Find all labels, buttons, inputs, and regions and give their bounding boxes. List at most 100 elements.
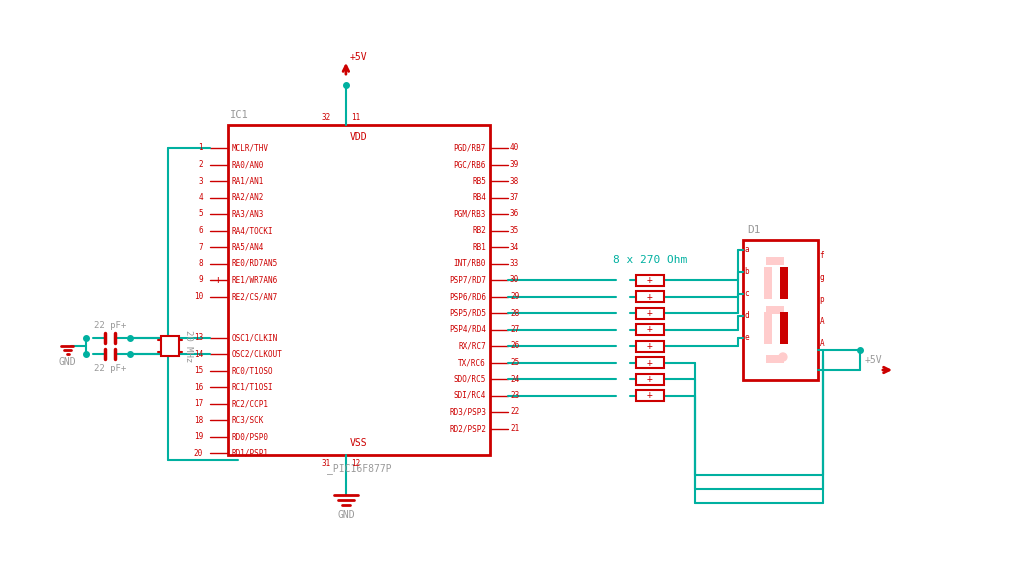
Text: 11: 11: [351, 113, 360, 122]
Bar: [228, 125, 490, 455]
Text: RC3/SCK: RC3/SCK: [232, 416, 264, 425]
Text: _PIC16F877P: _PIC16F877P: [327, 464, 391, 475]
Text: OSC2/CLKOUT: OSC2/CLKOUT: [232, 350, 283, 359]
Bar: [766, 257, 784, 265]
Text: 2: 2: [199, 160, 203, 169]
Text: +: +: [647, 308, 653, 318]
Text: PSP6/RD6: PSP6/RD6: [449, 292, 486, 301]
Text: 22: 22: [510, 408, 519, 417]
Text: 22 pF+: 22 pF+: [94, 321, 126, 330]
Bar: [636, 291, 664, 302]
Text: PSP4/RD4: PSP4/RD4: [449, 325, 486, 334]
Text: RX/RC7: RX/RC7: [459, 342, 486, 351]
Text: 20 MHz: 20 MHz: [184, 330, 193, 362]
Text: RA4/TOCKI: RA4/TOCKI: [232, 226, 273, 235]
Text: 10: 10: [194, 292, 203, 301]
Text: RD1/PSP1: RD1/PSP1: [232, 449, 269, 457]
Text: +: +: [647, 324, 653, 335]
Bar: [636, 340, 664, 351]
Text: 27: 27: [510, 325, 519, 334]
Bar: [161, 336, 179, 356]
Text: RB5: RB5: [472, 176, 486, 185]
Text: GND: GND: [337, 510, 354, 520]
Text: e: e: [744, 333, 750, 343]
Text: 30: 30: [510, 276, 519, 285]
Text: 21: 21: [510, 424, 519, 433]
Text: 20: 20: [194, 449, 203, 457]
Text: d: d: [744, 312, 750, 320]
Text: MCLR/THV: MCLR/THV: [232, 144, 269, 153]
Text: RE0/RD7AN5: RE0/RD7AN5: [232, 259, 279, 268]
Text: RA2/AN2: RA2/AN2: [232, 193, 264, 202]
Text: 3: 3: [199, 176, 203, 185]
Text: RE1/WR7AN6: RE1/WR7AN6: [232, 276, 279, 285]
Text: 39: 39: [510, 160, 519, 169]
Text: 29: 29: [510, 292, 519, 301]
Text: f: f: [819, 250, 824, 259]
Text: IC1: IC1: [230, 110, 249, 120]
Text: RC0/T1OSO: RC0/T1OSO: [232, 366, 273, 375]
Text: 5: 5: [199, 210, 203, 219]
Bar: [742, 240, 817, 380]
Text: 26: 26: [510, 342, 519, 351]
Bar: [636, 274, 664, 285]
Text: 36: 36: [510, 210, 519, 219]
Bar: [780, 312, 787, 344]
Text: g: g: [819, 273, 824, 281]
Text: RB4: RB4: [472, 193, 486, 202]
Text: RD3/PSP3: RD3/PSP3: [449, 408, 486, 417]
Text: b: b: [744, 267, 750, 277]
Text: 18: 18: [194, 416, 203, 425]
Text: PGD/RB7: PGD/RB7: [454, 144, 486, 153]
Text: p: p: [819, 294, 824, 304]
Text: RC2/CCP1: RC2/CCP1: [232, 400, 269, 408]
Text: 14: 14: [194, 350, 203, 359]
Text: 9: 9: [199, 276, 203, 285]
Bar: [636, 324, 664, 335]
Bar: [764, 312, 772, 344]
Text: PSP7/RD7: PSP7/RD7: [449, 276, 486, 285]
Text: 13: 13: [194, 333, 203, 342]
Bar: [766, 306, 784, 314]
Text: 17: 17: [194, 400, 203, 408]
Text: 38: 38: [510, 176, 519, 185]
Bar: [636, 390, 664, 401]
Text: a: a: [744, 246, 750, 254]
Text: +: +: [647, 390, 653, 401]
Bar: [780, 267, 787, 299]
Bar: [636, 357, 664, 368]
Text: 22 pF+: 22 pF+: [94, 364, 126, 373]
Text: 1: 1: [199, 144, 203, 153]
Text: 15: 15: [194, 366, 203, 375]
Text: RA0/AN0: RA0/AN0: [232, 160, 264, 169]
Text: 7: 7: [199, 242, 203, 251]
Text: +: +: [215, 275, 221, 285]
Text: 23: 23: [510, 391, 519, 400]
Text: 25: 25: [510, 358, 519, 367]
Bar: [780, 312, 787, 344]
Text: 8 x 270 Ohm: 8 x 270 Ohm: [613, 255, 687, 265]
Bar: [636, 374, 664, 385]
Text: SDI/RC4: SDI/RC4: [454, 391, 486, 400]
Text: RD0/PSP0: RD0/PSP0: [232, 432, 269, 441]
Text: VSS: VSS: [350, 438, 368, 448]
Text: TX/RC6: TX/RC6: [459, 358, 486, 367]
Bar: [636, 308, 664, 319]
Bar: [766, 355, 784, 363]
Text: RB2: RB2: [472, 226, 486, 235]
Text: 33: 33: [510, 259, 519, 268]
Text: 6: 6: [199, 226, 203, 235]
Text: +: +: [647, 358, 653, 367]
Text: RA1/AN1: RA1/AN1: [232, 176, 264, 185]
Text: +: +: [647, 292, 653, 301]
Text: +: +: [647, 374, 653, 384]
Text: RB1: RB1: [472, 242, 486, 251]
Text: OSC1/CLKIN: OSC1/CLKIN: [232, 333, 279, 342]
Text: 40: 40: [510, 144, 519, 153]
Text: D1: D1: [748, 225, 761, 235]
Text: 24: 24: [510, 374, 519, 383]
Text: GND: GND: [58, 357, 76, 367]
Text: 16: 16: [194, 383, 203, 391]
Text: +5V: +5V: [865, 355, 883, 365]
Text: PSP5/RD5: PSP5/RD5: [449, 308, 486, 317]
